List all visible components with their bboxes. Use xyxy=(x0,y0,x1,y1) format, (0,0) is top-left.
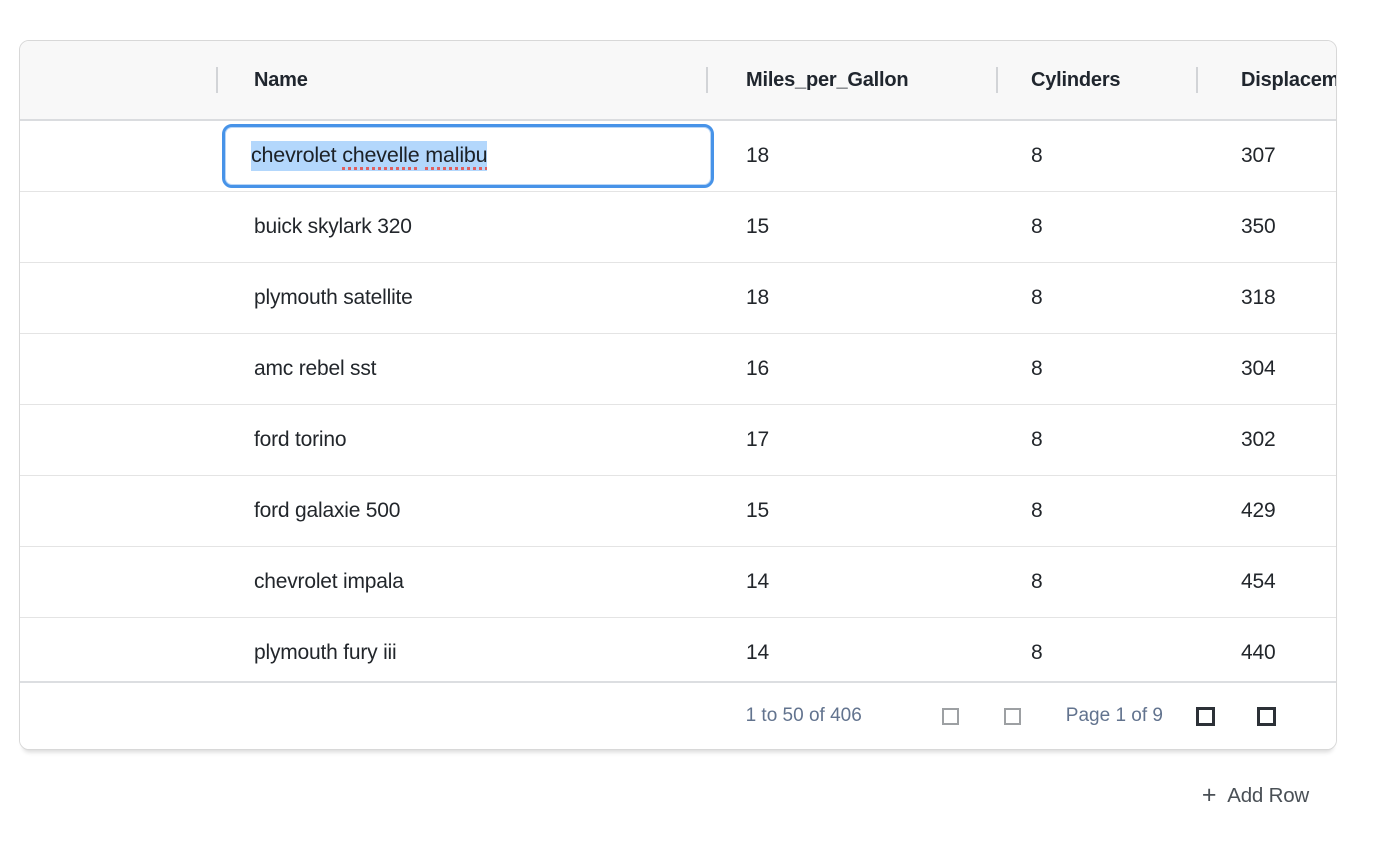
grid-body: 18 8 307 chevrolet chevelle malibu buick… xyxy=(20,121,1336,688)
header-label: Name xyxy=(254,68,308,91)
row-range-label: 1 to 50 of 406 xyxy=(745,705,862,726)
next-page-icon[interactable] xyxy=(1196,706,1215,726)
cylinders-cell[interactable]: 8 xyxy=(1031,144,1043,167)
table-row: ford torino 17 8 302 xyxy=(20,405,1336,476)
table-row: 18 8 307 chevrolet chevelle malibu xyxy=(20,121,1336,192)
mpg-cell[interactable]: 15 xyxy=(746,499,769,522)
displacement-cell[interactable]: 350 xyxy=(1241,215,1276,238)
header-cell-displacement[interactable]: Displacement xyxy=(1196,41,1337,119)
header-cell-name[interactable]: Name xyxy=(216,41,706,119)
spacer-cell xyxy=(20,547,216,617)
header-cell-miles-per-gallon[interactable]: Miles_per_Gallon xyxy=(706,41,996,119)
name-cell[interactable]: ford galaxie 500 xyxy=(254,499,401,522)
cylinders-cell[interactable]: 8 xyxy=(1031,570,1043,593)
last-page-icon[interactable] xyxy=(1257,706,1276,726)
spacer-cell xyxy=(20,405,216,475)
column-separator xyxy=(1196,67,1198,93)
add-row-button[interactable]: + Add Row xyxy=(1202,783,1309,808)
displacement-cell[interactable]: 429 xyxy=(1241,499,1276,522)
displacement-cell[interactable]: 440 xyxy=(1241,641,1276,664)
spacer-cell xyxy=(20,618,216,688)
name-cell[interactable]: chevrolet impala xyxy=(254,570,404,593)
column-separator xyxy=(216,67,218,93)
header-cell-blank xyxy=(20,41,216,119)
spacer-cell xyxy=(20,476,216,546)
data-grid: Name Miles_per_Gallon Cylinders Displace… xyxy=(19,40,1337,750)
name-cell[interactable]: amc rebel sst xyxy=(254,357,377,380)
spacer-cell xyxy=(20,334,216,404)
table-row: ford galaxie 500 15 8 429 xyxy=(20,476,1336,547)
cylinders-cell[interactable]: 8 xyxy=(1031,428,1043,451)
header-label: Cylinders xyxy=(1031,68,1121,91)
table-row: plymouth fury iii 14 8 440 xyxy=(20,618,1336,688)
header-label: Displacement xyxy=(1241,68,1337,91)
table-row: plymouth satellite 18 8 318 xyxy=(20,263,1336,334)
mpg-cell[interactable]: 14 xyxy=(746,570,769,593)
header-cell-cylinders[interactable]: Cylinders xyxy=(996,41,1196,119)
name-cell[interactable]: buick skylark 320 xyxy=(254,215,412,238)
grid-header-row: Name Miles_per_Gallon Cylinders Displace… xyxy=(20,41,1336,121)
displacement-cell[interactable]: 318 xyxy=(1241,286,1276,309)
plus-icon: + xyxy=(1201,781,1217,809)
mpg-cell[interactable]: 16 xyxy=(746,357,769,380)
mpg-cell[interactable]: 14 xyxy=(746,641,769,664)
cell-editor-input[interactable]: chevrolet chevelle malibu xyxy=(222,124,714,188)
spacer-cell xyxy=(20,192,216,262)
displacement-cell[interactable]: 454 xyxy=(1241,570,1276,593)
pagination-bar: 1 to 50 of 406 Page 1 of 9 xyxy=(20,681,1336,749)
table-row: amc rebel sst 16 8 304 xyxy=(20,334,1336,405)
table-row: chevrolet impala 14 8 454 xyxy=(20,547,1336,618)
name-cell[interactable]: plymouth satellite xyxy=(254,286,413,309)
spacer-cell xyxy=(20,121,216,191)
page-label: Page 1 of 9 xyxy=(1065,705,1163,726)
first-page-icon[interactable] xyxy=(941,707,959,725)
column-separator xyxy=(706,67,708,93)
cylinders-cell[interactable]: 8 xyxy=(1031,499,1043,522)
table-row: buick skylark 320 15 8 350 xyxy=(20,192,1336,263)
cylinders-cell[interactable]: 8 xyxy=(1031,286,1043,309)
selected-text: chevrolet chevelle malibu xyxy=(251,141,488,171)
mpg-cell[interactable]: 17 xyxy=(746,428,769,451)
displacement-cell[interactable]: 304 xyxy=(1241,357,1276,380)
cylinders-cell[interactable]: 8 xyxy=(1031,357,1043,380)
add-row-label: Add Row xyxy=(1227,783,1309,807)
cylinders-cell[interactable]: 8 xyxy=(1031,641,1043,664)
displacement-cell[interactable]: 302 xyxy=(1241,428,1276,451)
previous-page-icon[interactable] xyxy=(1003,707,1021,725)
mpg-cell[interactable]: 18 xyxy=(746,286,769,309)
spacer-cell xyxy=(20,263,216,333)
displacement-cell[interactable]: 307 xyxy=(1241,144,1276,167)
column-separator xyxy=(996,67,998,93)
cylinders-cell[interactable]: 8 xyxy=(1031,215,1043,238)
name-cell[interactable]: plymouth fury iii xyxy=(254,641,397,664)
mpg-cell[interactable]: 15 xyxy=(746,215,769,238)
header-label: Miles_per_Gallon xyxy=(746,68,909,91)
mpg-cell[interactable]: 18 xyxy=(746,144,769,167)
name-cell[interactable]: ford torino xyxy=(254,428,347,451)
